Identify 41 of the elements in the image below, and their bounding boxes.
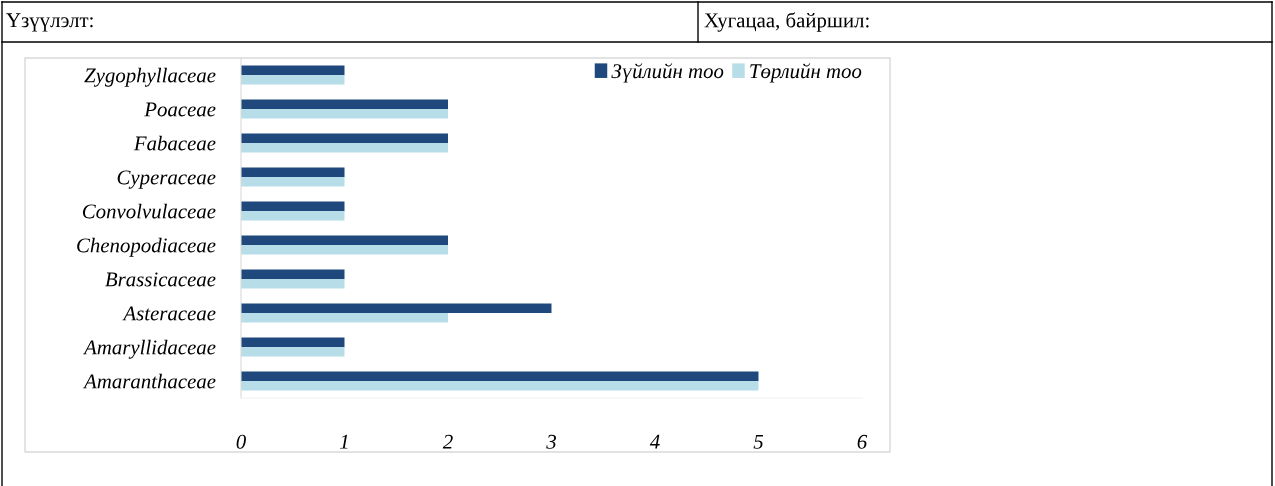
bar bbox=[241, 75, 345, 85]
x-tick-label: 2 bbox=[442, 434, 453, 449]
bar bbox=[241, 371, 759, 381]
y-tick-label: Chenopodiaceae bbox=[77, 237, 216, 257]
y-tick-label: Amaryllidaceae bbox=[82, 339, 216, 359]
bar bbox=[241, 245, 448, 255]
legend-label: Зүйлийн тоо bbox=[611, 63, 724, 83]
bar bbox=[241, 143, 448, 153]
bar bbox=[241, 133, 448, 143]
bar bbox=[241, 177, 345, 187]
y-tick-label: Cyperaceae bbox=[117, 170, 216, 189]
bar bbox=[241, 65, 345, 75]
x-tick-label: 4 bbox=[649, 434, 660, 449]
bar bbox=[241, 235, 448, 245]
bar bbox=[241, 201, 345, 211]
bar bbox=[241, 167, 345, 177]
bar bbox=[241, 337, 345, 347]
x-tick-label: 3 bbox=[546, 434, 556, 449]
y-tick-label: Convolvulaceae bbox=[82, 203, 216, 219]
y-tick-label: Asteraceae bbox=[122, 306, 216, 321]
y-tick-label: Poaceae bbox=[144, 102, 216, 117]
bar bbox=[241, 381, 759, 391]
y-tick-label: Zygophyllaceae bbox=[84, 67, 216, 87]
legend-label: Төрлийн тоо bbox=[750, 63, 862, 83]
x-tick-label: 0 bbox=[236, 434, 246, 449]
bar bbox=[241, 347, 345, 357]
x-tick-label: 5 bbox=[753, 434, 764, 449]
bar bbox=[241, 269, 345, 279]
bar bbox=[241, 303, 552, 313]
x-tick-label: 1 bbox=[340, 434, 348, 449]
y-tick-label: Fabaceae bbox=[133, 135, 216, 151]
bar bbox=[241, 313, 448, 323]
x-tick-label: 6 bbox=[857, 434, 868, 449]
text: Үзүүлэлт: bbox=[6, 13, 93, 32]
y-tick-label: Amaranthaceae bbox=[82, 373, 216, 389]
y-tick-label: Brassicaceae bbox=[105, 272, 216, 287]
bar bbox=[241, 109, 448, 119]
bar bbox=[241, 99, 448, 109]
text: Хугацаа, байршил: bbox=[704, 12, 869, 32]
bar bbox=[241, 211, 345, 221]
bar bbox=[241, 279, 345, 289]
